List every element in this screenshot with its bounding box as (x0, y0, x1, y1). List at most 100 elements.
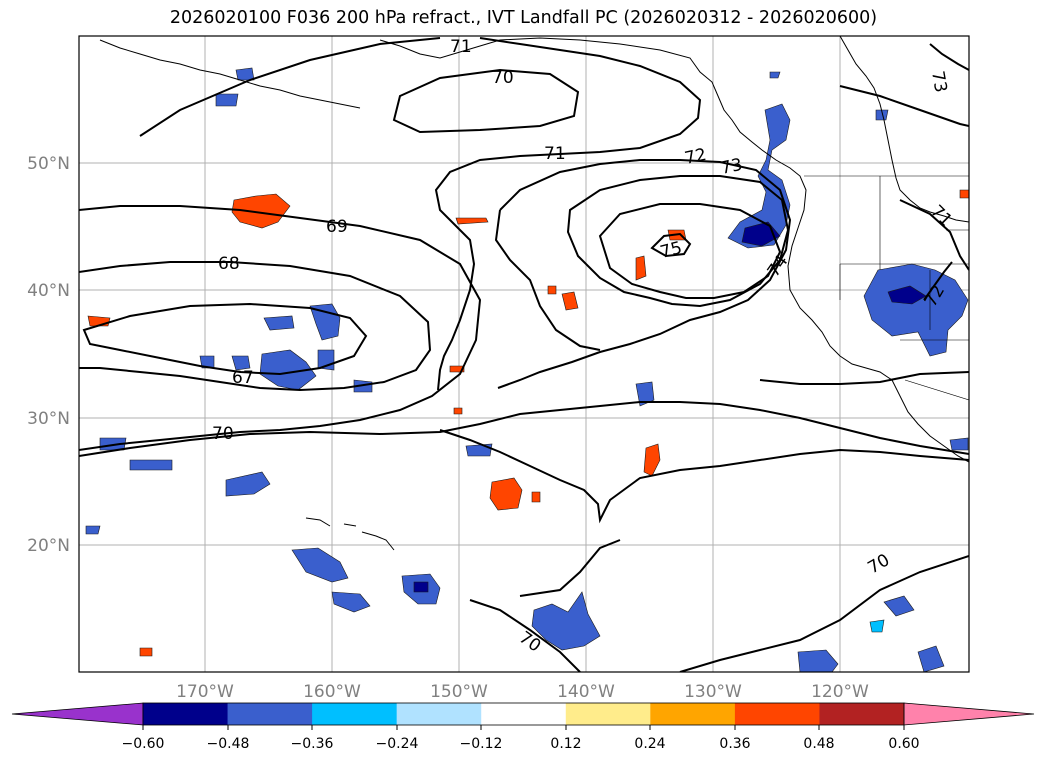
lon-label: 150°W (430, 682, 488, 702)
colorbar-segment (396, 703, 482, 725)
contour-75 (650, 232, 692, 258)
contour-70-south (469, 539, 969, 672)
plot-frame (78, 35, 970, 673)
contour-72-east (923, 261, 953, 301)
colorbar-tick-label: 0.48 (803, 736, 834, 752)
blob-orange-small8 (959, 189, 969, 199)
contour-label: 73 (719, 155, 744, 179)
contour-70-north (392, 68, 580, 134)
contour-label: 70 (212, 424, 234, 444)
colorbar: −0.60 −0.48 −0.36 −0.24 −0.12 0.12 0.24 … (11, 702, 1035, 752)
contour-label: 71 (450, 37, 472, 57)
blob-orange-small1 (455, 217, 489, 225)
colorbar-tick-label: −0.60 (122, 736, 165, 752)
blob-orange-small5 (449, 365, 465, 373)
contour-71-ne (839, 85, 969, 127)
contour-71-east (899, 199, 969, 271)
gridlines (79, 36, 969, 672)
contours (79, 37, 969, 672)
contour-label: 71 (544, 144, 566, 164)
lon-label: 120°W (811, 682, 869, 702)
colorbar-segment (312, 703, 398, 725)
colorbar-tick-labels: −0.60 −0.48 −0.36 −0.24 −0.12 0.12 0.24 … (122, 736, 920, 752)
lat-label: 50°N (27, 154, 70, 174)
colorbar-extend-high (903, 702, 1035, 726)
colorbar-tick-label: 0.24 (634, 736, 665, 752)
lat-labels: 20°N 30°N 40°N 50°N (27, 154, 70, 556)
contour-73-east (929, 43, 969, 71)
blob-bc-coast (769, 71, 781, 79)
lon-label: 140°W (557, 682, 615, 702)
blob-south-a (531, 591, 601, 651)
blob-subtrop-mid (635, 381, 655, 407)
blob-orange-east (643, 443, 661, 477)
blob-great-basin-core (887, 285, 927, 305)
colorbar-ticks (142, 725, 905, 730)
colorbar-tick-label: −0.24 (376, 736, 419, 752)
contour-68 (79, 261, 432, 392)
blob-hawaii-a (291, 547, 349, 583)
contour-label: 68 (218, 254, 240, 274)
contour-label: 67 (232, 368, 254, 388)
colorbar-segments (143, 703, 905, 725)
colorbar-segment (734, 703, 820, 725)
coastlines (99, 36, 969, 551)
lat-label: 30°N (27, 409, 70, 429)
blob-hawaii-d (413, 581, 429, 593)
blob-great-basin (863, 263, 969, 357)
lon-label: 160°W (303, 682, 361, 702)
colorbar-tick-label: 0.12 (550, 736, 581, 752)
colorbar-tick-label: −0.12 (460, 736, 503, 752)
colorbar-tick-label: −0.48 (207, 736, 250, 752)
contour-69 (79, 205, 482, 451)
blob-orange-small7 (139, 647, 153, 657)
blob-far-east (949, 437, 969, 451)
contour-label: 70 (865, 550, 894, 578)
colorbar-segment (227, 703, 313, 725)
colorbar-segment (819, 703, 905, 725)
blob-orange-small6 (453, 407, 463, 415)
contour-70-sw (79, 401, 969, 457)
colorbar-segment (143, 703, 229, 725)
blob-central-pac-b (259, 349, 317, 391)
blob-orange-small3 (531, 491, 541, 503)
colorbar-tick-label: 0.36 (719, 736, 750, 752)
colorbar-extend-low (11, 702, 144, 726)
blob-south-b (465, 443, 493, 457)
contour-70-mid (439, 429, 969, 524)
blob-north-pac (235, 67, 255, 81)
blob-orange-small4 (547, 285, 557, 295)
contour-label: 75 (658, 238, 684, 263)
colorbar-segment (650, 703, 736, 725)
blob-orange-75 (635, 255, 647, 281)
blob-orange-north (231, 193, 291, 229)
colorbar-segment (481, 703, 567, 725)
map-plot-area: 71 70 71 72 73 73 71 69 68 67 70 75 74 7… (79, 36, 969, 672)
blob-hawaii-b (331, 591, 371, 613)
contour-label: 73 (927, 69, 950, 94)
contour-74 (598, 203, 782, 299)
contour-label: 69 (326, 217, 348, 237)
colorbar-tick-label: −0.36 (291, 736, 334, 752)
blob-west-pac-b (129, 459, 173, 471)
blob-west-pac-d (215, 93, 239, 107)
contour-label: 71 (926, 201, 955, 230)
contour-label: 70 (492, 68, 514, 88)
colorbar-segment (565, 703, 651, 725)
contour-label: 72 (683, 145, 708, 169)
lat-label: 20°N (27, 536, 70, 556)
blob-se-a (797, 649, 839, 672)
political-borders (804, 175, 969, 401)
blob-west-pac-c (225, 471, 271, 497)
lon-label: 170°W (176, 682, 234, 702)
colorbar-tick-label: 0.60 (888, 736, 919, 752)
contour-67 (82, 302, 368, 376)
blob-orange-subtrop (489, 477, 523, 511)
colorbar-frame (142, 702, 905, 726)
blob-se-d (869, 619, 885, 633)
blob-hawaii-e (85, 525, 101, 535)
blob-central-pac-c (263, 315, 295, 331)
blob-orange-mid (561, 291, 579, 311)
lon-label: 130°W (684, 682, 742, 702)
